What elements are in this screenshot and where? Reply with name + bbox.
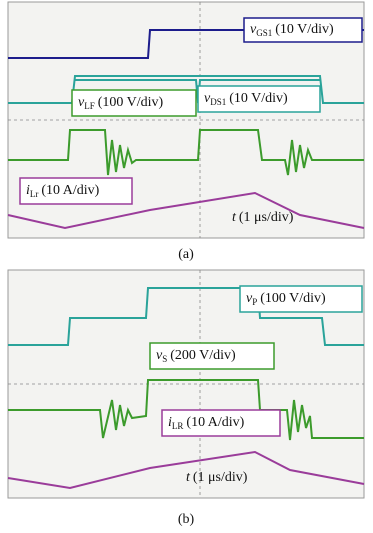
label-box: vP(100 V/div) — [240, 286, 362, 312]
label-box: iLr(10 A/div) — [20, 178, 132, 204]
label-box: iLR(10 A/div) — [162, 410, 280, 436]
label-box: vLF(100 V/div) — [72, 90, 196, 116]
page: {"panel_a": {"labels": [ {"symbol": "v",… — [0, 0, 373, 533]
label: t(1 μs/div) — [186, 470, 248, 485]
caption: (b) — [178, 512, 195, 527]
label-box: vDS1(10 V/div) — [198, 86, 320, 112]
caption: (a) — [178, 247, 194, 262]
figure: vGS1(10 V/div) vLF(100 V/div) vDS1(10 V/… — [0, 0, 373, 533]
label: t(1 μs/div) — [232, 210, 294, 225]
label-box: vS(200 V/div) — [150, 343, 274, 369]
label-box: vGS1(10 V/div) — [244, 18, 362, 42]
